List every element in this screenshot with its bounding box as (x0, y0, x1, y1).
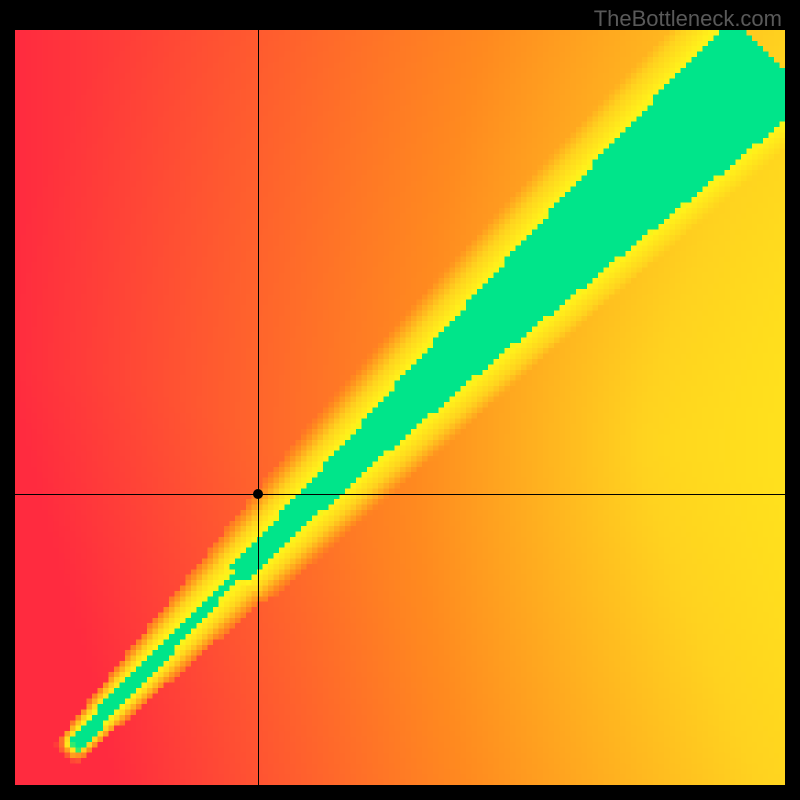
heatmap-plot (15, 30, 785, 785)
watermark-text: TheBottleneck.com (594, 6, 782, 32)
crosshair-horizontal (15, 494, 785, 495)
chart-container: TheBottleneck.com (0, 0, 800, 800)
crosshair-marker (253, 489, 263, 499)
heatmap-canvas (15, 30, 785, 785)
crosshair-vertical (258, 30, 259, 785)
